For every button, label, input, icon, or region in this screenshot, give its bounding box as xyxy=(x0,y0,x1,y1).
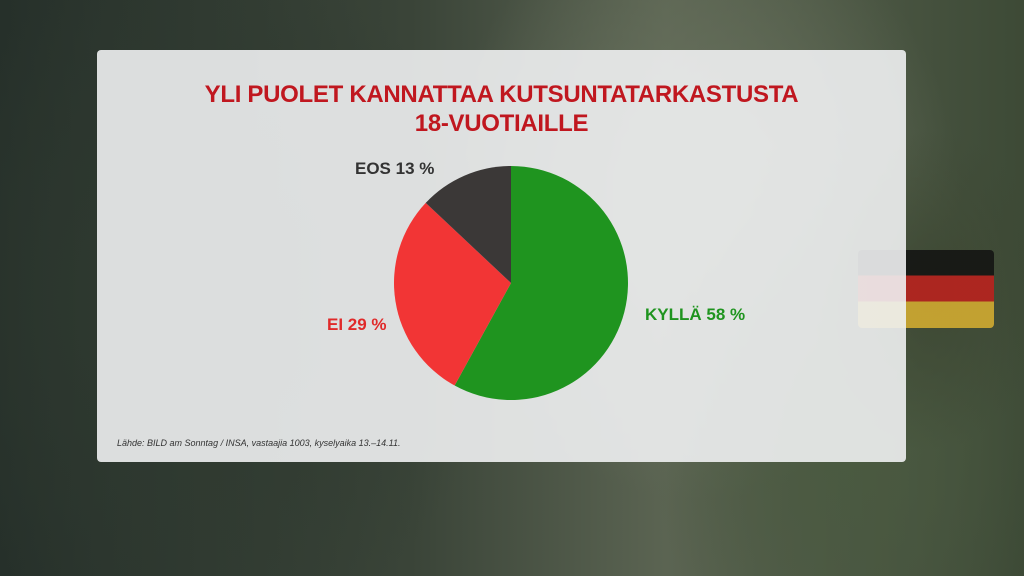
pie-slice-eos xyxy=(425,166,511,283)
label-ei: EI 29 % xyxy=(327,315,387,334)
label-eos: EOS 13 % xyxy=(355,159,435,178)
pie-chart xyxy=(393,166,628,400)
source-note: Lähde: BILD am Sonntag / INSA, vastaajia… xyxy=(117,438,401,448)
chart-title: YLI PUOLET KANNATTAA KUTSUNTATARKASTUSTA… xyxy=(97,80,906,138)
title-line-1: YLI PUOLET KANNATTAA KUTSUNTATARKASTUSTA xyxy=(204,81,799,108)
pie-slice-kyllä xyxy=(454,166,628,400)
title-line-2: 18-VUOTIAILLE xyxy=(414,110,589,137)
pie-slice-ei xyxy=(393,202,511,386)
chart-card: YLI PUOLET KANNATTAA KUTSUNTATARKASTUSTA… xyxy=(97,50,906,462)
label-kylla: KYLLÄ 58 % xyxy=(645,305,746,324)
